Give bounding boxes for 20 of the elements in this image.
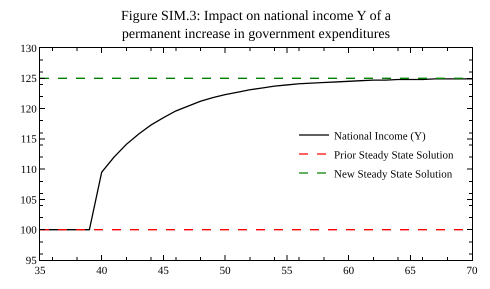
y-tick-label: 120: [20, 103, 38, 116]
y-tick-label: 125: [20, 73, 38, 86]
y-tick-label: 105: [20, 194, 38, 206]
x-tick-label: 65: [404, 265, 416, 278]
legend-label: New Steady State Solution: [334, 168, 453, 180]
y-tick-label: 130: [20, 42, 38, 55]
chart-title: Figure SIM.3: Impact on national income Y of a permanent increase in government expenditures: [121, 9, 392, 42]
y-tick-label: 110: [20, 164, 38, 176]
y-tick-label: 100: [20, 224, 38, 237]
x-tick-label: 70: [466, 265, 478, 278]
x-tick-label: 35: [34, 265, 46, 278]
x-tick-label: 50: [220, 265, 232, 278]
x-tick-label: 60: [343, 265, 355, 278]
legend-label: National Income (Y): [334, 130, 426, 142]
y-tick-label: 115: [20, 134, 38, 146]
legend-label: Prior Steady State Solution: [334, 149, 454, 162]
y-tick-label: 95: [26, 254, 38, 267]
x-tick-label: 45: [158, 265, 170, 278]
x-tick-label: 55: [281, 265, 293, 278]
x-tick-label: 40: [96, 265, 108, 278]
